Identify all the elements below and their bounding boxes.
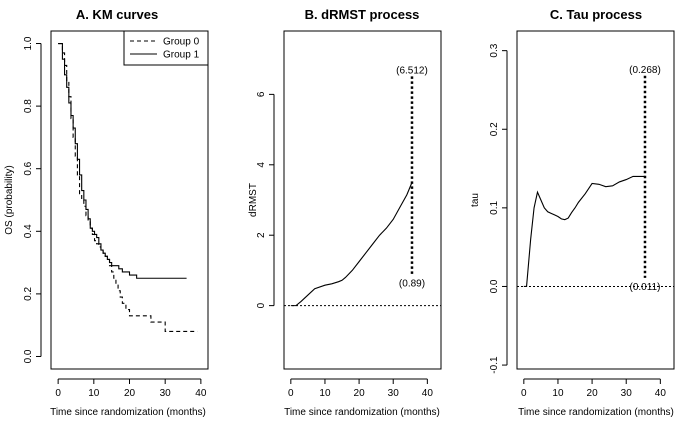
panel-a-title: A. KM curves bbox=[76, 7, 158, 22]
y-tick-label: 0.2 bbox=[489, 122, 500, 136]
y-tick-label: 2 bbox=[256, 232, 267, 238]
x-tick-label: 40 bbox=[422, 388, 434, 399]
y-tick-label: 0.4 bbox=[23, 224, 34, 238]
panel-c-lower-label: (0.011) bbox=[630, 282, 661, 293]
x-tick-label: 10 bbox=[319, 388, 331, 399]
panel-b-upper-label: (6.512) bbox=[396, 65, 428, 76]
group-0-line bbox=[58, 42, 198, 332]
panel-c-title: C. Tau process bbox=[550, 7, 642, 22]
x-tick-label: 20 bbox=[354, 388, 366, 399]
legend-label-group-0: Group 0 bbox=[163, 37, 200, 48]
legend-box bbox=[123, 30, 209, 66]
panel-c-ylabel: tau bbox=[470, 193, 481, 207]
x-tick-label: 20 bbox=[124, 388, 136, 399]
panel-a-xlabel: Time since randomization (months) bbox=[50, 407, 206, 418]
panel-b-ylabel: dRMST bbox=[248, 183, 259, 217]
panel-a-plot-box bbox=[50, 30, 209, 370]
estimate-line bbox=[523, 175, 645, 288]
y-tick-label: 0.3 bbox=[489, 43, 500, 57]
panel-a-legend: Group 0 Group 1 bbox=[123, 30, 209, 66]
panel-km-curves: A. KM curves Time since randomization (m… bbox=[4, 7, 209, 418]
x-tick-label: 30 bbox=[160, 388, 172, 399]
x-tick-label: 0 bbox=[521, 388, 527, 399]
panel-tau-process: C. Tau process Time since randomization … bbox=[470, 7, 675, 418]
panel-c-x-axis: 0 10 20 30 40 bbox=[521, 378, 667, 399]
y-tick-label: 0 bbox=[256, 302, 267, 308]
y-tick-label: 1.0 bbox=[23, 36, 34, 50]
y-tick-label: 6 bbox=[256, 91, 267, 97]
x-tick-label: 0 bbox=[55, 388, 61, 399]
panel-b-lower-label: (0.89) bbox=[399, 278, 425, 289]
y-tick-label: 4 bbox=[256, 162, 267, 168]
y-tick-label: 0.0 bbox=[23, 349, 34, 363]
panel-a-x-axis: 0 10 20 30 40 bbox=[55, 378, 207, 399]
y-tick-label: 0.1 bbox=[489, 200, 500, 214]
panel-b-y-axis: 0 2 4 6 bbox=[256, 91, 275, 308]
panel-b-xlabel: Time since randomization (months) bbox=[284, 407, 440, 418]
panel-b-series bbox=[290, 182, 413, 307]
group-1-line bbox=[58, 42, 187, 279]
panel-a-series bbox=[58, 42, 198, 332]
y-tick-label: 0.6 bbox=[23, 161, 34, 175]
x-tick-label: 30 bbox=[621, 388, 633, 399]
x-tick-label: 40 bbox=[195, 388, 207, 399]
x-tick-label: 10 bbox=[88, 388, 100, 399]
x-tick-label: 0 bbox=[288, 388, 294, 399]
panel-a-ylabel: OS (probability) bbox=[4, 165, 15, 234]
panel-drmst-process: B. dRMST process Time since randomizatio… bbox=[248, 7, 442, 418]
panel-b-plot-box bbox=[283, 30, 442, 370]
panel-c-xlabel: Time since randomization (months) bbox=[518, 407, 674, 418]
y-tick-label: 0.2 bbox=[23, 287, 34, 301]
estimate-line bbox=[290, 182, 413, 307]
panel-b-x-axis: 0 10 20 30 40 bbox=[288, 378, 434, 399]
panel-c-plot-box bbox=[516, 30, 675, 370]
y-tick-label: 0.0 bbox=[489, 279, 500, 293]
x-tick-label: 20 bbox=[587, 388, 599, 399]
panel-c-series bbox=[523, 175, 645, 288]
panel-b-title: B. dRMST process bbox=[305, 7, 420, 22]
x-tick-label: 40 bbox=[655, 388, 667, 399]
x-tick-label: 10 bbox=[552, 388, 564, 399]
panel-c-upper-label: (0.268) bbox=[629, 65, 661, 76]
y-tick-label: 0.8 bbox=[23, 99, 34, 113]
y-tick-label: -0.1 bbox=[489, 356, 500, 374]
x-tick-label: 30 bbox=[388, 388, 400, 399]
panel-a-y-axis: 0.0 0.2 0.4 0.6 0.8 1.0 bbox=[23, 36, 42, 363]
panel-c-y-axis: -0.1 0.0 0.1 0.2 0.3 bbox=[489, 43, 508, 374]
legend-label-group-1: Group 1 bbox=[163, 50, 200, 61]
